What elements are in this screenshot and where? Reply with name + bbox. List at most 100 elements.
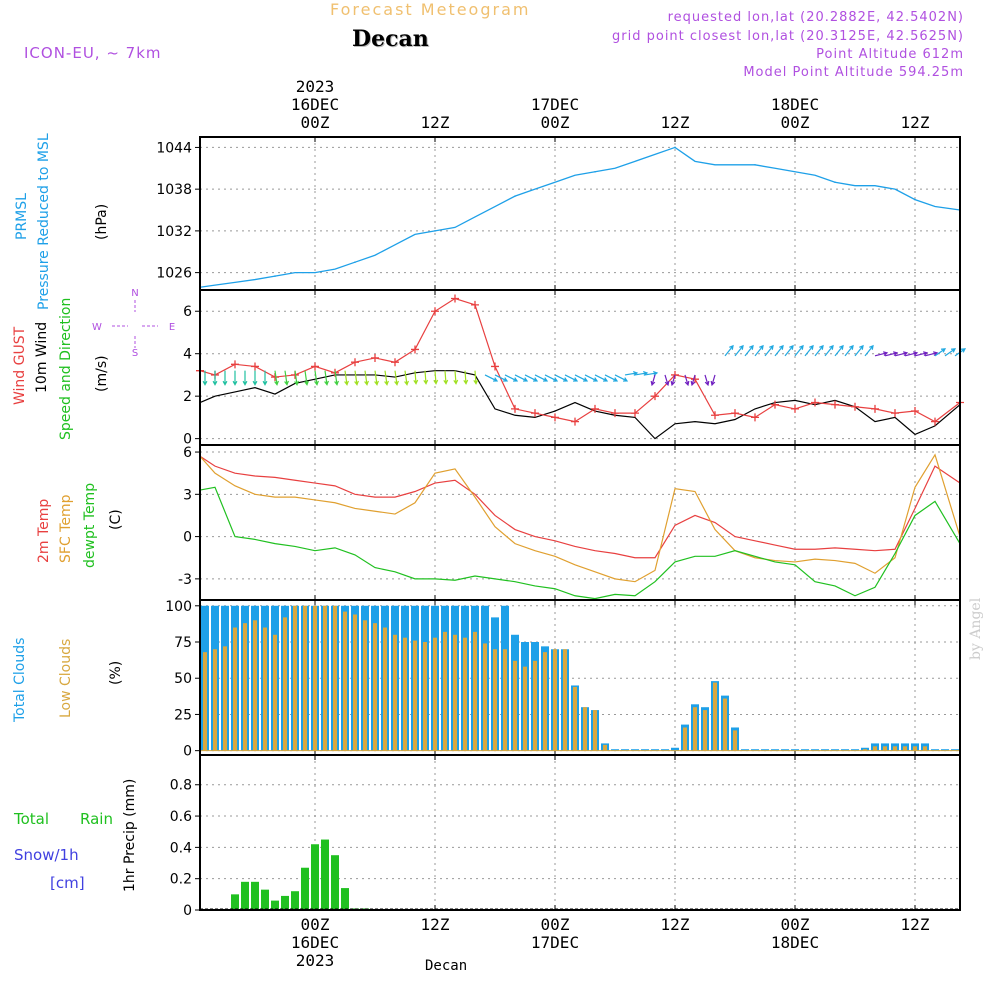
gust-point [851, 402, 859, 411]
low-cloud-bar [313, 605, 317, 751]
low-cloud-bar [683, 727, 687, 751]
wind-arrow [423, 370, 429, 385]
ytick-label: 1032 [156, 224, 192, 240]
low-cloud-bar [593, 710, 597, 751]
gust-line [199, 297, 961, 423]
wind-arrow [624, 371, 639, 376]
wind-arrow [824, 344, 834, 357]
pressure-line [199, 146, 961, 288]
temp-unit: (C) [108, 509, 124, 530]
low-cloud-bar [453, 634, 457, 751]
wind-arrow [222, 370, 228, 386]
ytick-label: 0.6 [170, 809, 192, 825]
wind-arrow [594, 374, 609, 382]
wind-arrow [534, 374, 549, 382]
gust-point [391, 358, 399, 367]
rain-label-word1: Total [13, 810, 49, 828]
low-cloud-bar [733, 730, 737, 751]
wind-arrow [734, 344, 744, 357]
low-cloud-bar [703, 710, 707, 751]
ytick-label: 0 [183, 744, 192, 760]
panel-frame [199, 136, 961, 291]
pressure-point [354, 261, 356, 263]
t2m-line [199, 455, 961, 559]
ytick-label: 6 [183, 445, 192, 461]
wind-arrow [554, 374, 569, 382]
wind-arrow [514, 374, 529, 382]
low-cloud-bar [233, 627, 237, 751]
low-cloud-bar [403, 637, 407, 751]
total-cloud-bar [851, 749, 859, 751]
wind-arrow [544, 374, 559, 382]
pressure-point [674, 146, 676, 149]
gust-point [931, 417, 939, 426]
pressure-label-full: Pressure Reduced to MSL [36, 133, 52, 310]
rain-bar [261, 889, 269, 910]
wind-arrow [764, 344, 774, 357]
footer-location: Decan [425, 958, 468, 974]
precip-unit: 1hr Precip (mm) [122, 779, 138, 892]
ytick-label: 25 [174, 707, 192, 723]
sfc-temp-label: SFC Temp [58, 494, 74, 563]
rain-bar [281, 895, 289, 910]
low-cloud-bar [723, 698, 727, 751]
wind-arrow [794, 344, 804, 357]
credit-watermark: by Angel [968, 597, 984, 660]
gust-point [551, 413, 559, 422]
wind-arrow [814, 344, 824, 357]
date-label-top: 18DEC [771, 95, 819, 114]
wind-arrow [804, 344, 814, 357]
low-cloud-bar [373, 623, 377, 751]
wind-arrow [364, 370, 369, 386]
gust-point [611, 409, 619, 418]
compass-w: W [92, 322, 102, 333]
low-cloud-bar [573, 686, 577, 751]
gust-point [491, 362, 499, 371]
gust-point [531, 409, 539, 418]
wind-arrow [252, 370, 258, 386]
rain-bar [311, 844, 319, 910]
low-cloud-bar [553, 649, 557, 751]
wind-arrow [604, 374, 619, 382]
grid-point-coords: grid point closest lon,lat (20.3125E, 42… [612, 29, 964, 44]
rain-bar [321, 839, 329, 910]
low-cloud-bar [483, 643, 487, 751]
wind-label: 10m Wind [34, 322, 50, 393]
wind-arrow [894, 351, 909, 357]
wind-arrow [524, 374, 539, 382]
wind-arrow [294, 370, 299, 386]
time-label-bottom: 00Z [301, 915, 330, 934]
gust-point [751, 413, 759, 422]
compass-s: S [132, 348, 138, 359]
total-cloud-bar [781, 749, 789, 751]
time-label-bottom: 12Z [661, 915, 690, 934]
snow-label: Snow/1h [14, 846, 79, 864]
rain-bar [271, 900, 279, 910]
time-label-top: 00Z [781, 113, 810, 132]
point-altitude: Point Altitude 612m [816, 47, 964, 62]
sfc-temp-line [199, 453, 961, 583]
wind-arrow [284, 370, 289, 386]
dewpt-line [199, 486, 961, 600]
gust-point [811, 398, 819, 407]
total-cloud-bar [831, 749, 839, 751]
wind-arrow [504, 374, 519, 382]
low-cloud-bar [713, 682, 717, 751]
location-name: Decan [352, 26, 429, 52]
wind-arrow [650, 374, 656, 387]
model-name: ICON-EU, ~ 7km [24, 44, 162, 62]
wind-arrow [724, 344, 734, 357]
total-cloud-bar [821, 749, 829, 751]
wind-arrow [262, 370, 268, 386]
total-cloud-bar [941, 749, 949, 751]
panel-frame [199, 444, 961, 601]
wind-arrow [232, 370, 238, 386]
wind-arrow [664, 374, 670, 387]
low-cloud-bar [383, 627, 387, 751]
wind-unit: (m/s) [94, 355, 110, 392]
date-label-bottom: 18DEC [771, 933, 819, 952]
wind-arrow [670, 374, 676, 387]
low-cloud-bar [223, 646, 227, 751]
total-cloud-bar [801, 749, 809, 751]
low-cloud-bar [323, 605, 327, 751]
